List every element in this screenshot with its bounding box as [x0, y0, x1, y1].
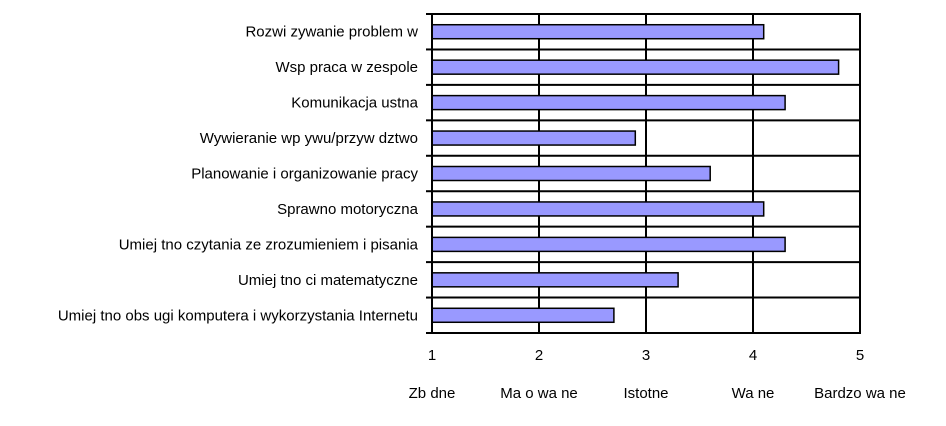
scale-label: Wa ne	[732, 385, 775, 402]
bars	[431, 23, 840, 324]
category-label: Wsp praca w zespole	[275, 59, 418, 76]
category-label: Umiej tno czytania ze zrozumieniem i pis…	[119, 236, 419, 253]
category-labels: Rozwi zywanie problem w Wsp praca w zespo…	[58, 24, 419, 325]
x-tick-label: 3	[642, 347, 650, 364]
x-tick-label: 2	[535, 347, 543, 364]
bar	[431, 165, 711, 182]
x-tick-labels: 1 2 3 4 5	[428, 347, 864, 364]
category-label: Umiej tno obs ugi komputera i wykorzysta…	[58, 307, 418, 324]
plot-border	[431, 13, 861, 334]
x-tick-label: 4	[749, 347, 757, 364]
bar	[431, 130, 637, 146]
bar	[431, 236, 786, 253]
category-label: Planowanie i organizowanie pracy	[191, 166, 418, 183]
category-label: Rozwi zywanie problem w	[245, 24, 418, 41]
category-label: Sprawno motoryczna	[277, 201, 419, 218]
bar	[431, 59, 840, 75]
category-label: Umiej tno ci matematyczne	[238, 272, 418, 289]
scale-label: Zb dne	[409, 385, 456, 402]
scale-label: Bardzo wa ne	[814, 385, 906, 402]
scale-label: Ma o wa ne	[500, 385, 578, 402]
bar	[431, 307, 615, 324]
scale-labels: Zb dne Ma o wa ne Istotne Wa ne Bardzo wa ne	[409, 385, 906, 402]
category-label: Komunikacja ustna	[291, 95, 418, 112]
scale-label: Istotne	[623, 385, 668, 402]
category-label: Wywieranie wp ywu/przyw dztwo	[200, 130, 418, 147]
x-tick-label: 1	[428, 347, 436, 364]
x-tick-label: 5	[856, 347, 864, 364]
plot-frame	[426, 13, 861, 334]
bar	[431, 272, 679, 288]
bar	[431, 23, 765, 40]
bar	[431, 94, 786, 111]
bar	[431, 201, 765, 217]
